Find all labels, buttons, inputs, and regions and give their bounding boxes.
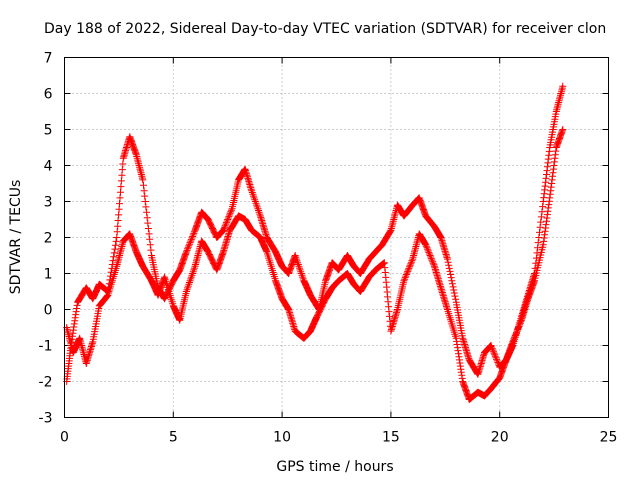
y-tick-label: 2 — [44, 231, 53, 247]
x-axis-label: GPS time / hours — [276, 459, 393, 475]
y-tick-label: 0 — [44, 303, 53, 319]
plot-frame — [64, 57, 609, 418]
y-tick-label: -1 — [39, 339, 53, 355]
y-tick-label: 7 — [44, 51, 53, 67]
x-tick-label: 15 — [382, 430, 400, 446]
tick-labels: 0 5 10 15 20 25 -3 -2 -1 0 1 2 3 4 5 6 7 — [39, 51, 618, 446]
x-tick-label: 5 — [169, 430, 178, 446]
x-tick-label: 10 — [273, 430, 291, 446]
x-tick-label: 20 — [491, 430, 509, 446]
y-tick-label: 6 — [44, 87, 53, 103]
y-tick-label: 1 — [44, 267, 53, 283]
series-trace-b-points — [63, 126, 567, 403]
y-tick-label: 4 — [44, 159, 53, 175]
x-tick-label: 25 — [600, 430, 618, 446]
y-tick-label: -3 — [39, 411, 53, 427]
y-tick-label: -2 — [39, 375, 53, 391]
y-axis-label: SDTVAR / TECUs — [8, 180, 24, 295]
x-tick-label: 0 — [60, 430, 69, 446]
y-tick-label: 5 — [44, 123, 53, 139]
grid — [64, 57, 609, 418]
chart-title: Day 188 of 2022, Sidereal Day-to-day VTE… — [44, 21, 606, 37]
series-trace-a-points — [63, 82, 567, 385]
data-points — [63, 82, 567, 403]
y-tick-label: 3 — [44, 195, 53, 211]
